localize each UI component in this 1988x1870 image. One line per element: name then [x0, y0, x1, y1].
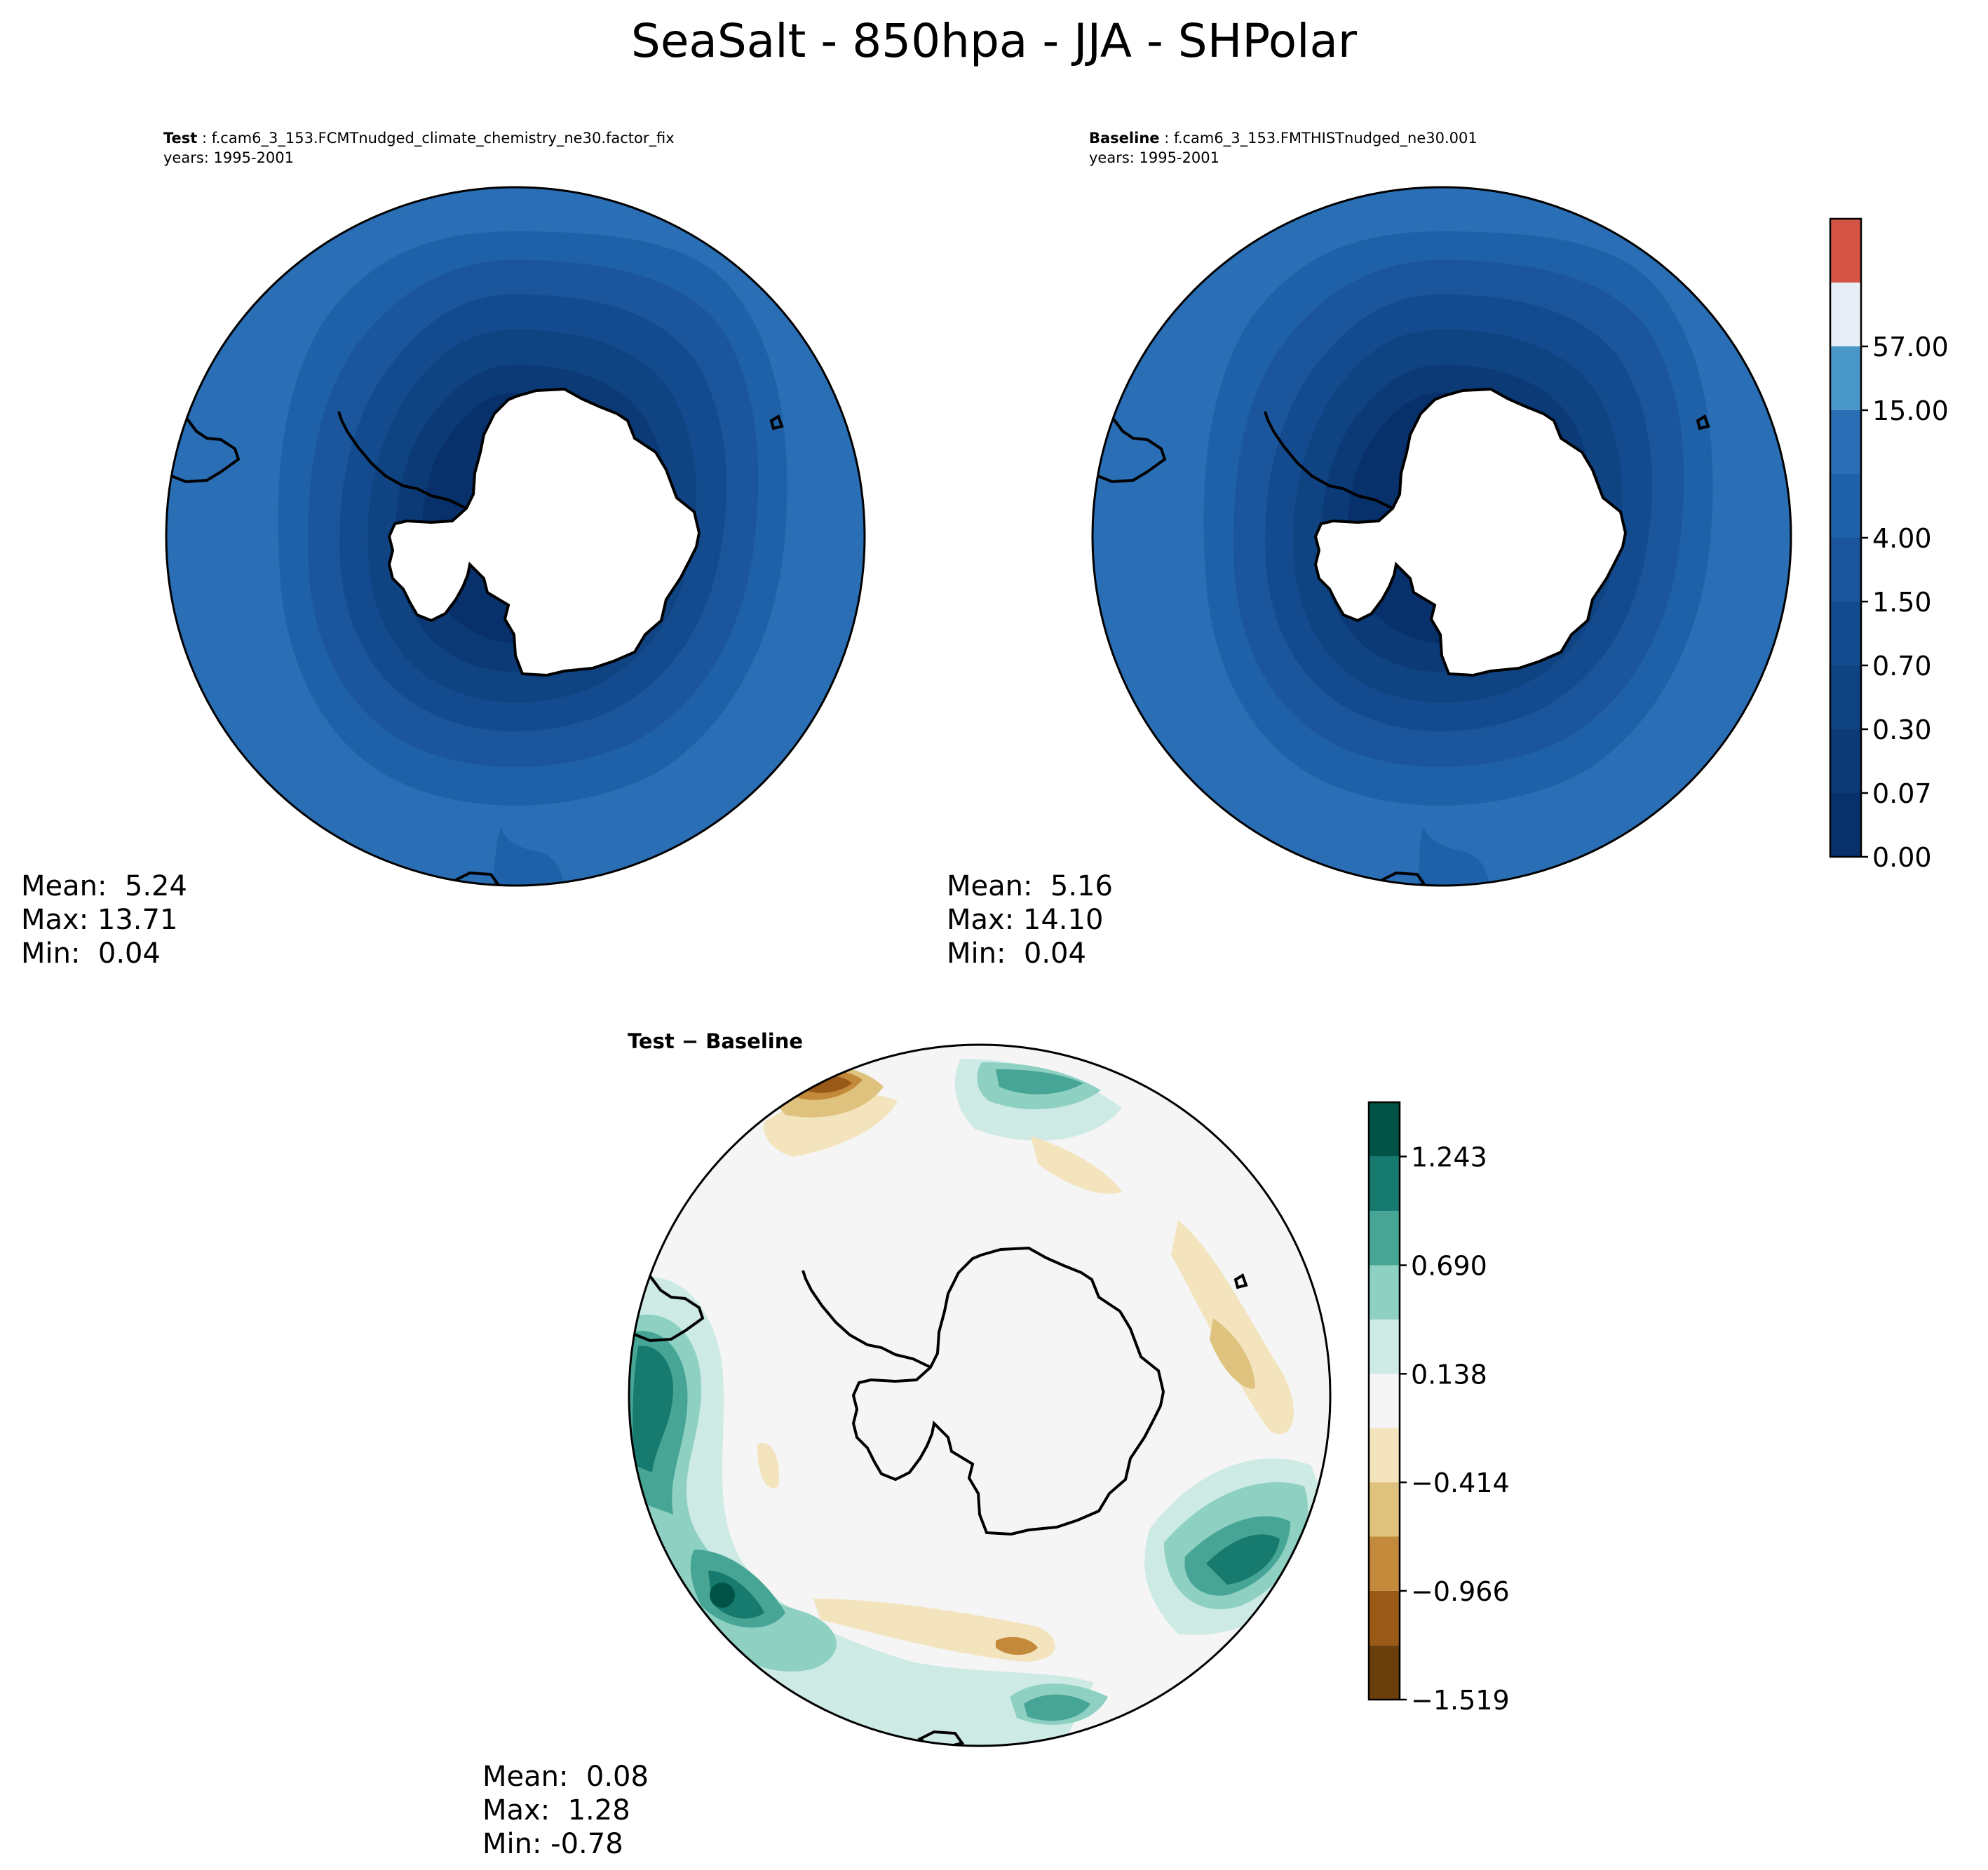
baseline-years: years: 1995-2001 — [1089, 149, 1220, 166]
diff-teal-dark-top — [996, 1069, 1083, 1095]
difference-stat-min: Min: -0.78 — [482, 1828, 623, 1860]
figure-title: SeaSalt - 850hpa - JJA - SHPolar — [630, 14, 1358, 68]
colorbar-difference-tick-label: −0.966 — [1411, 1576, 1510, 1607]
colorbar-difference-band — [1369, 1265, 1400, 1320]
colorbar-absolute: 0.00 0.07 0.30 0.70 1.50 4.00 15.00 57.00 — [1829, 217, 1949, 873]
test-years: years: 1995-2001 — [163, 149, 295, 166]
diff-teal-deep-east — [1206, 1534, 1280, 1585]
colorbar-absolute-band — [1830, 793, 1861, 857]
difference-map-frame — [628, 1043, 1332, 1747]
colorbar-difference-band — [1369, 1428, 1400, 1483]
colorbar-difference-band — [1369, 1156, 1400, 1212]
difference-stats: Mean: 0.08 Max: 1.28 Min: -0.78 — [482, 1760, 649, 1861]
colorbar-difference-tick-label: 0.690 — [1411, 1250, 1487, 1281]
colorbar-absolute-band — [1830, 729, 1861, 793]
diff-tan-light-south — [813, 1599, 1055, 1662]
colorbar-difference-band — [1369, 1536, 1400, 1591]
baseline-stats: Mean: 5.16 Max: 14.10 Min: 0.04 — [947, 869, 1113, 970]
colorbar-difference-band — [1369, 1482, 1400, 1537]
colorbar-difference-tick-label: −0.414 — [1411, 1468, 1510, 1498]
colorbar-difference-tick-label: −1.519 — [1411, 1685, 1510, 1716]
baseline-map — [1093, 187, 1791, 886]
diff-tan-mid-east — [1210, 1318, 1255, 1389]
diff-teal-deep-west — [633, 1346, 673, 1472]
test-map-frame — [165, 186, 866, 887]
colorbar-difference-band — [1369, 1211, 1400, 1266]
test-map — [166, 187, 865, 886]
baseline-land — [1093, 388, 1710, 886]
colorbar-absolute-tick-label: 0.30 — [1872, 714, 1932, 745]
baseline-stat-max: Max: 14.10 — [947, 904, 1104, 936]
colorbar-absolute-tick-label: 0.70 — [1872, 651, 1932, 682]
colorbar-absolute-tick-label: 0.00 — [1872, 842, 1932, 873]
colorbar-absolute-band — [1830, 410, 1861, 474]
colorbar-difference-tick-label: 1.243 — [1411, 1141, 1487, 1172]
colorbar-difference-band — [1369, 1102, 1400, 1157]
colorbar-difference-band — [1369, 1645, 1400, 1700]
colorbar-absolute-tick-label: 15.00 — [1872, 395, 1949, 426]
colorbar-difference: −1.519 −0.966 −0.414 0.138 0.690 1.243 — [1367, 1101, 1510, 1716]
baseline-header-sep: : — [1159, 130, 1174, 147]
diff-tan-light-west — [757, 1443, 779, 1489]
colorbar-difference-band — [1369, 1319, 1400, 1374]
diff-tan-light-east — [1171, 1220, 1294, 1435]
difference-map — [629, 1045, 1330, 1746]
baseline-stat-min: Min: 0.04 — [947, 937, 1086, 970]
test-stat-mean: Mean: 5.24 — [21, 870, 187, 902]
colorbar-absolute-band — [1830, 665, 1861, 729]
colorbar-absolute-band — [1830, 283, 1861, 346]
colorbar-absolute-tick-label: 4.00 — [1872, 523, 1932, 554]
colorbar-absolute-tick-label: 0.07 — [1872, 778, 1932, 809]
difference-header: Test − Baseline — [628, 1029, 804, 1053]
colorbar-absolute-band — [1830, 602, 1861, 665]
baseline-header: Baseline : f.cam6_3_153.FMTHISTnudged_ne… — [1089, 129, 1478, 148]
colorbar-difference-band — [1369, 1374, 1400, 1428]
difference-land — [629, 1247, 1248, 1746]
diff-teal-dark-bottom — [1024, 1694, 1090, 1721]
test-land — [166, 388, 784, 886]
diff-teal-max — [710, 1583, 735, 1608]
diff-tan-dark-south — [996, 1637, 1038, 1655]
test-stats: Mean: 5.24 Max: 13.71 Min: 0.04 — [21, 869, 187, 970]
test-header-sep: : — [197, 130, 212, 147]
colorbar-absolute-band — [1830, 219, 1861, 283]
test-stat-max: Max: 13.71 — [21, 904, 178, 936]
colorbar-absolute-band — [1830, 474, 1861, 538]
test-stat-min: Min: 0.04 — [21, 937, 161, 970]
colorbar-absolute-band — [1830, 538, 1861, 602]
colorbar-difference-tick-label: 0.138 — [1411, 1359, 1487, 1390]
diff-tan-light-ne — [1031, 1136, 1122, 1194]
baseline-header-label: Baseline — [1089, 130, 1160, 147]
colorbar-difference-frame — [1367, 1101, 1401, 1701]
baseline-header-text: f.cam6_3_153.FMTHISTnudged_ne30.001 — [1173, 130, 1478, 147]
baseline-stat-mean: Mean: 5.16 — [947, 870, 1113, 902]
colorbar-absolute-tick-label: 57.00 — [1872, 332, 1949, 363]
baseline-map-frame — [1091, 186, 1792, 887]
test-header-label: Test — [163, 130, 198, 147]
colorbar-absolute-band — [1830, 346, 1861, 410]
difference-stat-max: Max: 1.28 — [482, 1794, 630, 1827]
difference-stat-mean: Mean: 0.08 — [482, 1761, 649, 1793]
colorbar-difference-band — [1369, 1590, 1400, 1646]
colorbar-absolute-tick-label: 1.50 — [1872, 587, 1932, 618]
test-header-text: f.cam6_3_153.FCMTnudged_climate_chemistr… — [211, 130, 675, 147]
test-header: Test : f.cam6_3_153.FCMTnudged_climate_c… — [163, 129, 675, 148]
